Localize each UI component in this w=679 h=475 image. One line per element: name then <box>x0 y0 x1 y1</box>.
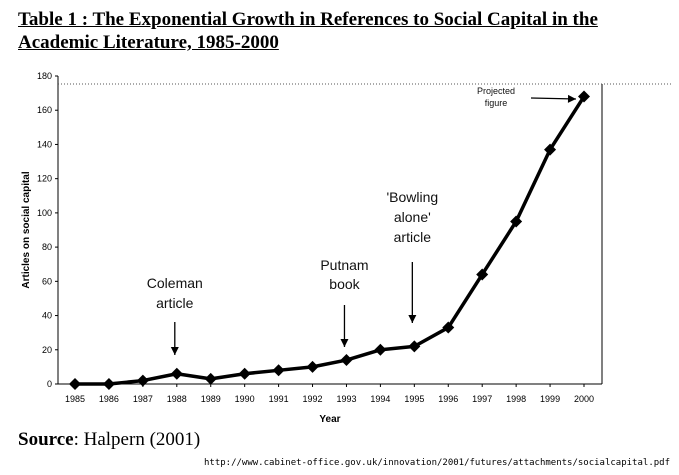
chart-title: Table 1 : The Exponential Growth in Refe… <box>18 9 598 53</box>
annotation-projected-text: Projected <box>477 86 515 96</box>
data-point <box>204 372 217 385</box>
y-axis-label: Articles on social capital <box>21 171 32 288</box>
annotation-putnam-arrow-head <box>340 339 349 347</box>
annotation-putnam-text: Putnam <box>320 257 368 273</box>
x-tick-label: 1991 <box>269 394 289 404</box>
data-point <box>374 343 387 356</box>
chart-axes <box>57 76 672 385</box>
x-tick-label: 1995 <box>404 394 424 404</box>
annotation-coleman-text: Coleman <box>147 275 203 291</box>
x-tick-label: 1985 <box>65 394 85 404</box>
data-point <box>238 367 251 380</box>
y-tick-label: 100 <box>37 208 52 218</box>
annotation-bowling-arrow-head <box>408 315 417 323</box>
x-axis-ticks: 1985 1986 1987 1988 1989 1990 1991 1992 1993 1994… <box>65 384 594 404</box>
x-tick-label: 1993 <box>336 394 356 404</box>
y-tick-label: 180 <box>37 71 52 81</box>
source-label: Source <box>18 429 74 450</box>
annotation-putnam-text: book <box>329 276 360 292</box>
x-tick-label: 1988 <box>167 394 187 404</box>
data-point <box>340 354 353 367</box>
x-tick-label: 1986 <box>99 394 119 404</box>
data-point <box>170 367 183 380</box>
x-tick-label: 1998 <box>506 394 526 404</box>
annotations: Coleman article Putnam book 'Bowling alone' ar… <box>147 86 577 355</box>
y-tick-label: 160 <box>37 105 52 115</box>
data-point <box>544 143 557 156</box>
x-tick-label: 1990 <box>235 394 255 404</box>
source-note: Source: Halpern (2001) <box>18 429 200 451</box>
source-text: : Halpern (2001) <box>73 429 201 450</box>
y-tick-label: 80 <box>42 242 52 252</box>
annotation-bowling-text: alone' <box>394 209 431 225</box>
y-axis-ticks: 0 20 40 60 80 100 120 140 160 180 <box>37 71 58 389</box>
data-point <box>408 340 421 353</box>
series-line <box>75 95 586 386</box>
data-point <box>102 378 115 390</box>
x-tick-label: 1997 <box>472 394 492 404</box>
y-tick-label: 0 <box>47 379 52 389</box>
y-tick-label: 20 <box>42 345 52 355</box>
data-point <box>578 90 590 103</box>
x-tick-label: 1996 <box>438 394 458 404</box>
series-polyline <box>75 95 586 386</box>
y-tick-label: 140 <box>37 139 52 149</box>
x-tick-label: 1992 <box>303 394 323 404</box>
y-tick-label: 120 <box>37 174 52 184</box>
x-tick-label: 1999 <box>540 394 560 404</box>
data-point <box>136 374 149 387</box>
series-points <box>69 90 590 390</box>
x-tick-label: 2000 <box>574 394 594 404</box>
data-point <box>476 268 489 281</box>
y-tick-label: 40 <box>42 311 52 321</box>
x-tick-label: 1987 <box>133 394 153 404</box>
x-axis-label: Year <box>319 414 340 425</box>
annotation-coleman-text: article <box>156 295 194 311</box>
data-point <box>69 378 81 390</box>
annotation-projected-arrow-head <box>567 94 576 103</box>
x-tick-label: 1994 <box>370 394 390 404</box>
x-tick-label: 1989 <box>201 394 221 404</box>
source-url: http://www.cabinet-office.gov.uk/innovat… <box>204 458 670 468</box>
data-point <box>272 364 285 377</box>
data-point <box>510 215 523 228</box>
annotation-bowling-text: article <box>394 229 432 245</box>
data-point <box>442 321 455 334</box>
data-point <box>306 360 319 373</box>
y-tick-label: 60 <box>42 276 52 286</box>
annotation-projected-text: figure <box>485 98 508 108</box>
annotation-coleman-arrow-head <box>170 347 179 355</box>
annotation-bowling-text: 'Bowling <box>386 189 438 205</box>
